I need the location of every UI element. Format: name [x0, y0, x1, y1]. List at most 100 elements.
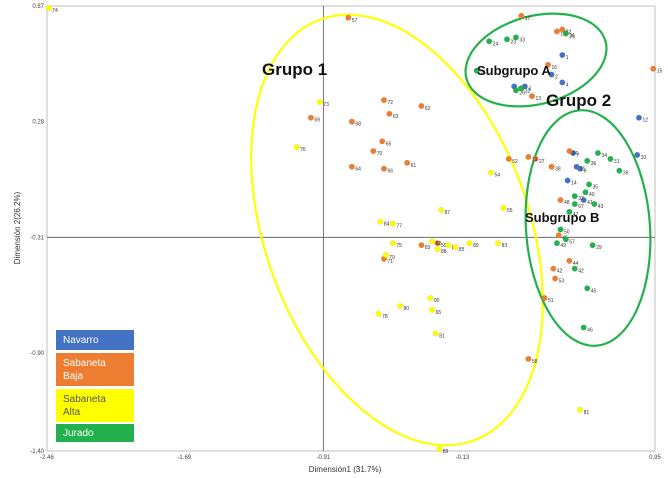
x-tick-label: -1.69: [177, 455, 191, 461]
point-label: 90: [434, 298, 440, 304]
point-label: 89: [443, 449, 449, 455]
point-label: 48: [564, 200, 570, 206]
point-sabaneta-baja: [380, 97, 387, 104]
point-label: 61: [411, 163, 417, 169]
legend-label: Sabaneta Alta: [63, 393, 106, 418]
group-ellipses: [250, 12, 652, 447]
point-navarro: [573, 163, 580, 170]
point-label: 12: [642, 118, 648, 124]
point-label: 65: [436, 310, 442, 316]
group-2-ellipse: [524, 109, 652, 347]
point-label: 74: [52, 8, 58, 14]
subgroup-b-label: Subgrupo B: [525, 210, 599, 225]
subgroup-a-ellipse: [464, 12, 608, 108]
point-label: 27: [539, 159, 545, 165]
legend-item-jurado: Jurado: [56, 424, 134, 442]
point-jurado: [616, 167, 623, 174]
point-navarro: [559, 79, 566, 86]
group-1-ellipse: [250, 13, 544, 447]
point-jurado: [562, 236, 569, 243]
point-label: 79: [389, 255, 395, 261]
point-label: 24: [493, 41, 499, 47]
point-jurado: [571, 193, 578, 200]
point-label: 45: [591, 288, 597, 294]
point-jurado: [473, 67, 480, 74]
group-labels: Grupo 1 Grupo 2 Subgrupo A Subgrupo B: [262, 60, 611, 225]
point-jurado: [594, 150, 601, 157]
point-label: 88: [441, 249, 447, 255]
point-label: 80: [573, 151, 579, 157]
point-label: 19: [532, 157, 538, 163]
point-jurado: [584, 285, 591, 292]
point-jurado: [553, 240, 560, 247]
point-jurado: [589, 242, 596, 249]
point-label: 36: [591, 161, 597, 167]
point-label: 68: [355, 122, 361, 128]
point-sabaneta-baja: [650, 65, 657, 72]
point-label: 11: [580, 167, 585, 173]
y-tick-label: -0.90: [30, 351, 44, 357]
point-label: 78: [382, 314, 388, 320]
point-label: 83: [502, 243, 508, 249]
point-jurado: [582, 189, 589, 196]
point-sabaneta-baja: [518, 12, 525, 19]
point-sabaneta-alta: [427, 295, 434, 302]
point-label: 33: [519, 37, 525, 43]
point-label: 85: [459, 247, 465, 253]
point-label: 10: [641, 155, 647, 161]
point-label: 89: [473, 243, 479, 249]
point-label: 43: [598, 204, 604, 210]
point-sabaneta-baja: [566, 257, 573, 264]
subgroup-a-label: Subgrupo A: [477, 63, 552, 78]
point-label: 84: [384, 222, 390, 228]
point-sabaneta-alta: [397, 302, 404, 309]
point-sabaneta-alta: [487, 169, 494, 176]
point-label: 23: [511, 39, 517, 45]
point-label: 2: [555, 75, 558, 81]
legend-item-sabaneta-alta: Sabaneta Alta: [56, 389, 134, 422]
point-label: 57: [569, 239, 575, 245]
point-label: 7: [576, 153, 579, 159]
point-sabaneta-alta: [495, 240, 502, 247]
point-label: 50: [564, 229, 570, 235]
point-sabaneta-baja: [557, 197, 564, 204]
point-label: 40: [589, 192, 595, 198]
point-label: 41: [587, 200, 593, 206]
point-sabaneta-alta: [389, 240, 396, 247]
point-sabaneta-alta: [500, 204, 507, 211]
y-tick-label: 0.87: [32, 4, 44, 10]
point-sabaneta-alta: [429, 306, 436, 313]
point-label: 54: [494, 173, 500, 179]
point-sabaneta-baja: [348, 118, 355, 125]
point-label: 71: [387, 259, 393, 265]
point-navarro: [635, 114, 642, 121]
point-label: 4: [566, 82, 569, 88]
point-sabaneta-baja: [528, 93, 535, 100]
point-label: 9: [584, 169, 587, 175]
point-sabaneta-baja: [548, 163, 555, 170]
y-tick-label: 0.28: [32, 120, 44, 126]
x-tick-label: -0.13: [456, 455, 470, 461]
point-label: 59: [441, 243, 447, 249]
point-label: 57: [352, 18, 358, 24]
point-label: 72: [387, 100, 393, 106]
point-sabaneta-alta: [316, 99, 323, 106]
point-jurado: [562, 30, 569, 37]
x-tick-label: 0.95: [649, 455, 661, 461]
point-sabaneta-alta: [432, 330, 439, 337]
point-sabaneta-alta: [445, 242, 452, 249]
point-sabaneta-baja: [370, 148, 377, 155]
point-jurado: [584, 157, 591, 164]
point-label: 63: [393, 114, 399, 120]
point-jurado: [504, 36, 511, 43]
point-sabaneta-baja: [434, 240, 441, 247]
point-label: 16: [552, 65, 558, 71]
point-jurado: [512, 87, 519, 94]
point-sabaneta-baja: [348, 163, 355, 170]
point-label: 83: [425, 245, 431, 251]
point-label: 47: [573, 212, 579, 218]
point-sabaneta-baja: [559, 26, 566, 33]
grid-layer: -2.46 -1.69 -0.91 -0.13 0.95 0.87 0.28 -0.31 -0.…: [30, 4, 661, 461]
point-label: 35: [593, 184, 599, 190]
point-label: 58: [532, 359, 538, 365]
